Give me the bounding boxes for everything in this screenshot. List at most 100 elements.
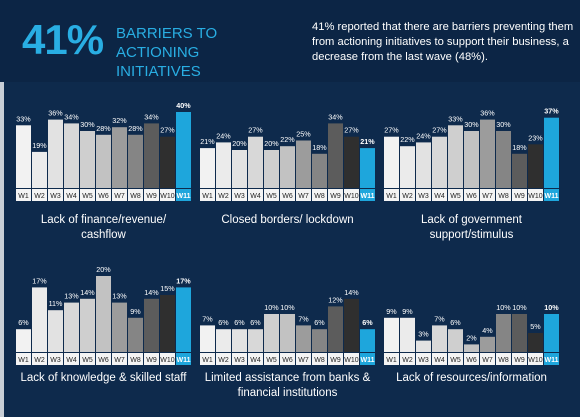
wave-label: W7	[482, 193, 493, 200]
bar-w6	[464, 344, 479, 352]
wave-label: W11	[176, 193, 190, 200]
data-label: 27%	[160, 126, 175, 135]
bar-w2	[32, 287, 47, 352]
wave-label: W5	[450, 193, 461, 200]
data-label: 33%	[448, 114, 463, 123]
bar-w8	[128, 317, 143, 352]
bar-w6	[96, 276, 111, 352]
bar-w9	[328, 123, 343, 188]
wave-label: W7	[298, 193, 309, 200]
bar-w4	[432, 136, 447, 188]
wave-label-box	[16, 189, 31, 201]
wave-label: W2	[218, 357, 229, 364]
data-label: 14%	[144, 288, 159, 297]
data-label: 30%	[80, 120, 95, 129]
wave-label: W2	[402, 357, 413, 364]
wave-label: W1	[386, 193, 397, 200]
data-label: 12%	[328, 295, 343, 304]
wave-label-box	[512, 189, 527, 201]
bar-w6	[280, 146, 295, 188]
wave-label: W3	[234, 193, 245, 200]
wave-label-box	[464, 353, 479, 365]
bar-w11	[360, 148, 375, 188]
wave-label-box	[96, 353, 111, 365]
data-label: 40%	[176, 101, 191, 110]
bar-w8	[496, 131, 511, 188]
bar-w8	[312, 153, 327, 188]
wave-label: W9	[330, 193, 341, 200]
bar-w5	[264, 150, 279, 188]
data-label: 36%	[48, 109, 63, 118]
wave-label-box	[16, 353, 31, 365]
data-label: 30%	[496, 120, 511, 129]
wave-label-box	[248, 353, 263, 365]
bar-w5	[80, 131, 95, 188]
bar-w7	[112, 302, 127, 352]
bar-w4	[432, 325, 447, 352]
wave-label: W1	[386, 357, 397, 364]
wave-label: W6	[98, 193, 109, 200]
wave-label: W3	[234, 357, 245, 364]
chart-title-5: Limited assistance from banks & financia…	[204, 372, 371, 399]
wave-label-box	[32, 353, 47, 365]
wave-label-box	[544, 189, 559, 201]
wave-label-box	[432, 189, 447, 201]
wave-label: W6	[282, 193, 293, 200]
data-label: 7%	[298, 314, 309, 323]
bar-w10	[160, 136, 175, 188]
data-label: 7%	[202, 314, 213, 323]
bar-w10	[528, 144, 543, 188]
wave-label: W6	[466, 193, 477, 200]
wave-label: W1	[202, 193, 213, 200]
bar-w9	[328, 306, 343, 352]
wave-label: W11	[176, 357, 190, 364]
wave-label: W5	[266, 193, 277, 200]
chart-title-1: Lack of finance/revenue/ cashflow	[40, 214, 167, 241]
chart-title-3: Lack of government support/stimulus	[420, 214, 522, 241]
wave-label: W7	[298, 357, 309, 364]
wave-label-box	[80, 353, 95, 365]
bar-w10	[528, 333, 543, 352]
wave-label-box	[232, 189, 247, 201]
data-label: 27%	[432, 126, 447, 135]
data-label: 30%	[464, 120, 479, 129]
wave-label-box	[384, 353, 399, 365]
data-label: 10%	[496, 303, 511, 312]
data-label: 5%	[530, 322, 541, 331]
wave-label-box	[416, 189, 431, 201]
data-label: 20%	[232, 139, 247, 148]
wave-label: W8	[498, 193, 509, 200]
wave-label-box	[344, 189, 359, 201]
data-label: 20%	[96, 265, 111, 274]
data-label: 34%	[64, 112, 79, 121]
wave-label-box	[328, 353, 343, 365]
bar-w3	[48, 310, 63, 352]
bar-w1	[200, 325, 215, 352]
wave-label-box	[264, 189, 279, 201]
data-label: 17%	[32, 276, 47, 285]
data-label: 24%	[416, 131, 431, 140]
wave-label: W1	[18, 193, 29, 200]
bar-w3	[416, 142, 431, 188]
wave-label: W3	[50, 357, 61, 364]
wave-label: W8	[498, 357, 509, 364]
bar-w9	[512, 153, 527, 188]
wave-label-box	[160, 353, 175, 365]
wave-label-box	[280, 189, 295, 201]
bar-w2	[32, 151, 47, 188]
bar-w4	[64, 302, 79, 352]
data-label: 18%	[312, 143, 327, 152]
wave-label: W4	[250, 357, 261, 364]
bar-w6	[96, 134, 111, 188]
wave-label-box	[360, 353, 375, 365]
headline-percentage: 41%	[22, 16, 104, 63]
data-label: 3%	[418, 330, 429, 339]
bar-w8	[312, 329, 327, 352]
wave-label: W10	[344, 357, 359, 364]
data-label: 10%	[512, 303, 527, 312]
data-label: 21%	[360, 137, 375, 146]
bar-w5	[264, 314, 279, 352]
wave-label-box	[112, 353, 127, 365]
